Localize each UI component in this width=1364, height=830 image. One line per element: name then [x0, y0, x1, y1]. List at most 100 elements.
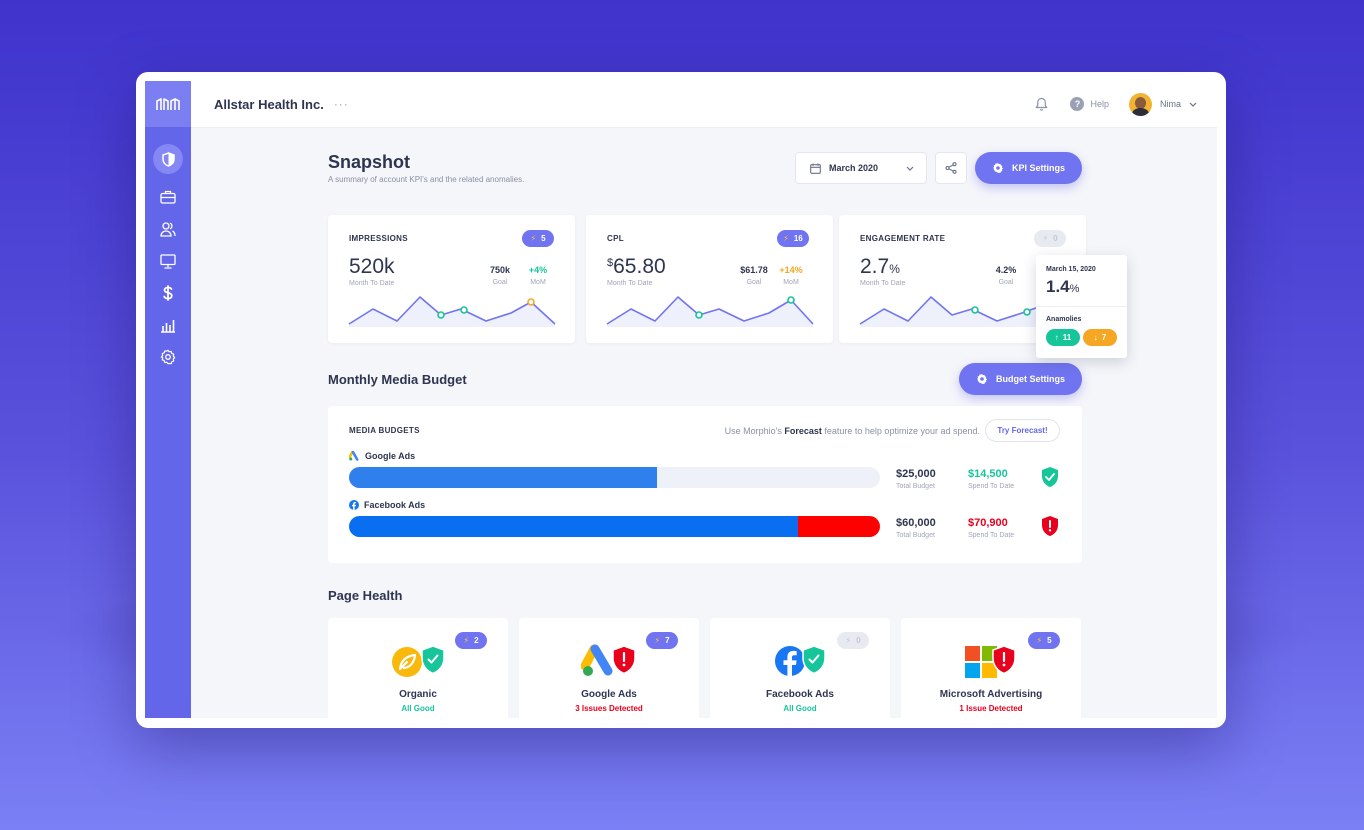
forecast-hint-pre: Use Morphio's — [724, 426, 785, 436]
shield-alert-icon — [1042, 516, 1058, 536]
kpi-label: ENGAGEMENT RATE — [860, 234, 946, 243]
bolt-icon: ⚡ — [1042, 234, 1049, 243]
media-budgets-label: MEDIA BUDGETS — [349, 426, 420, 435]
channel-name-label: Google Ads — [365, 451, 416, 461]
share-icon — [945, 162, 957, 174]
budget-bar-google[interactable] — [349, 467, 880, 488]
kpi-value: 520k — [349, 255, 395, 279]
anomaly-point[interactable] — [527, 298, 535, 306]
try-forecast-button[interactable]: Try Forecast! — [985, 419, 1060, 442]
kpi-card-cpl[interactable]: CPL ⚡ 16 $65.80 Month To Date $61.78 Goal … — [586, 215, 833, 343]
org-name[interactable]: Allstar Health Inc. — [214, 96, 324, 112]
anomaly-point[interactable] — [460, 306, 468, 314]
anomaly-badge[interactable]: ⚡ 5 — [522, 230, 554, 247]
sidebar-item-briefcase[interactable] — [145, 181, 191, 213]
channel-name-facebook: Facebook Ads — [349, 500, 425, 510]
microsoft-icon — [965, 646, 997, 678]
anomaly-point[interactable] — [787, 296, 795, 304]
kpi-mom-label: MoM — [783, 279, 799, 286]
anomaly-point[interactable] — [437, 311, 445, 319]
health-card-microsoft-advertising[interactable]: ⚡ 5 Microsoft Advertising 1 Issue Detecte… — [901, 618, 1081, 718]
bolt-icon: ⚡ — [1036, 636, 1043, 645]
budget-settings-button[interactable]: Budget Settings — [959, 363, 1082, 395]
bolt-icon: ⚡ — [654, 636, 661, 645]
share-button[interactable] — [935, 152, 967, 184]
anomaly-badge[interactable]: ⚡ 5 — [1028, 632, 1060, 649]
budget-bar-facebook[interactable] — [349, 516, 880, 537]
spend-value: $14,500 — [968, 468, 1008, 480]
forecast-hint-post: feature to help optimize your ad spend. — [821, 426, 980, 436]
health-card-google-ads[interactable]: ⚡ 7 Google Ads 3 Issues Detected — [519, 618, 699, 718]
kpi-sparkline — [348, 296, 556, 327]
bolt-icon: ⚡ — [530, 234, 537, 243]
spend-to-date-facebook: $70,900 Spend To Date — [968, 517, 1014, 539]
sidebar-item-reports[interactable] — [145, 309, 191, 341]
shield-check-icon — [802, 645, 826, 675]
kpi-goal: 4.2% Goal — [986, 265, 1026, 286]
health-icons — [901, 644, 1081, 678]
gear-icon — [160, 349, 176, 365]
health-name: Facebook Ads — [766, 689, 834, 700]
kpi-value-caption: Month To Date — [860, 280, 906, 287]
shield-alert-icon — [992, 645, 1016, 675]
sidebar-item-snapshot[interactable] — [145, 141, 191, 177]
bar-chart-icon — [161, 319, 175, 333]
bolt-icon: ⚡ — [463, 636, 470, 645]
monitor-icon — [160, 253, 176, 269]
anomaly-badge[interactable]: ⚡ 16 — [777, 230, 809, 247]
app-frame: Allstar Health Inc. ··· ? Help Nima Snap… — [145, 81, 1217, 718]
top-header: Allstar Health Inc. ··· ? Help Nima — [191, 81, 1217, 128]
sidebar-item-settings[interactable] — [145, 341, 191, 373]
anomaly-badge[interactable]: ⚡ 0 — [837, 632, 869, 649]
health-card-facebook-ads[interactable]: ⚡ 0 Facebook Ads All Good — [710, 618, 890, 718]
kpi-value-number: 2.7 — [860, 255, 890, 278]
date-picker[interactable]: March 2020 — [795, 152, 927, 184]
health-icons — [710, 644, 890, 678]
anomaly-point[interactable] — [971, 306, 979, 314]
anomaly-count: 5 — [541, 234, 546, 243]
anomaly-up-count: 11 — [1062, 333, 1072, 342]
sidebar-item-dollar[interactable] — [145, 277, 191, 309]
anomaly-badge[interactable]: ⚡ 0 — [1034, 230, 1066, 247]
health-name: Google Ads — [581, 689, 637, 700]
kpi-mom-value: +14% — [779, 265, 803, 275]
help-label: Help — [1090, 99, 1109, 109]
kpi-goal-label: Goal — [998, 279, 1014, 286]
avatar — [1128, 92, 1152, 116]
shield-check-icon — [1042, 467, 1058, 487]
anomaly-point[interactable] — [1023, 308, 1031, 316]
user-menu[interactable]: Nima — [1128, 92, 1197, 116]
media-budget-card: MEDIA BUDGETS Use Morphio's Forecast fea… — [328, 406, 1082, 563]
sidebar-item-monitor[interactable] — [145, 245, 191, 277]
anomaly-point[interactable] — [695, 311, 703, 319]
logo-icon[interactable] — [145, 81, 191, 127]
user-name: Nima — [1159, 99, 1181, 109]
total-budget-google: $25,000 Total Budget — [896, 468, 936, 490]
total-budget-value: $25,000 — [896, 468, 936, 480]
kpi-goal-value: 4.2% — [995, 265, 1017, 275]
anomaly-badge[interactable]: ⚡ 7 — [646, 632, 678, 649]
kpi-sparkline — [606, 296, 814, 327]
help-link[interactable]: ? Help — [1070, 97, 1109, 111]
forecast-hint: Use Morphio's Forecast feature to help o… — [725, 426, 980, 436]
anomaly-down-chip[interactable]: ↓ 7 — [1083, 329, 1117, 346]
gear-icon — [992, 162, 1004, 174]
org-more-menu[interactable]: ··· — [333, 97, 349, 111]
health-icons — [519, 644, 699, 678]
anomaly-up-chip[interactable]: ↑ 11 — [1046, 329, 1080, 346]
kpi-settings-button[interactable]: KPI Settings — [975, 152, 1082, 184]
organic-leaf-icon — [392, 647, 422, 677]
spend-value: $70,900 — [968, 517, 1008, 529]
bell-icon[interactable] — [1035, 97, 1048, 111]
page-title: Snapshot — [328, 152, 411, 172]
kpi-value-number: 520k — [349, 255, 395, 278]
users-icon — [160, 221, 176, 237]
health-card-organic[interactable]: ⚡ 2 Organic All Good — [328, 618, 508, 718]
anomaly-down-count: 7 — [1101, 333, 1107, 342]
kpi-mom: +4% MoM — [518, 265, 558, 286]
sidebar-item-users[interactable] — [145, 213, 191, 245]
kpi-label: CPL — [607, 234, 624, 243]
kpi-card-impressions[interactable]: IMPRESSIONS ⚡ 5 520k Month To Date 750k Go… — [328, 215, 575, 343]
kpi-goal-label: Goal — [746, 279, 762, 286]
anomaly-badge[interactable]: ⚡ 2 — [455, 632, 487, 649]
